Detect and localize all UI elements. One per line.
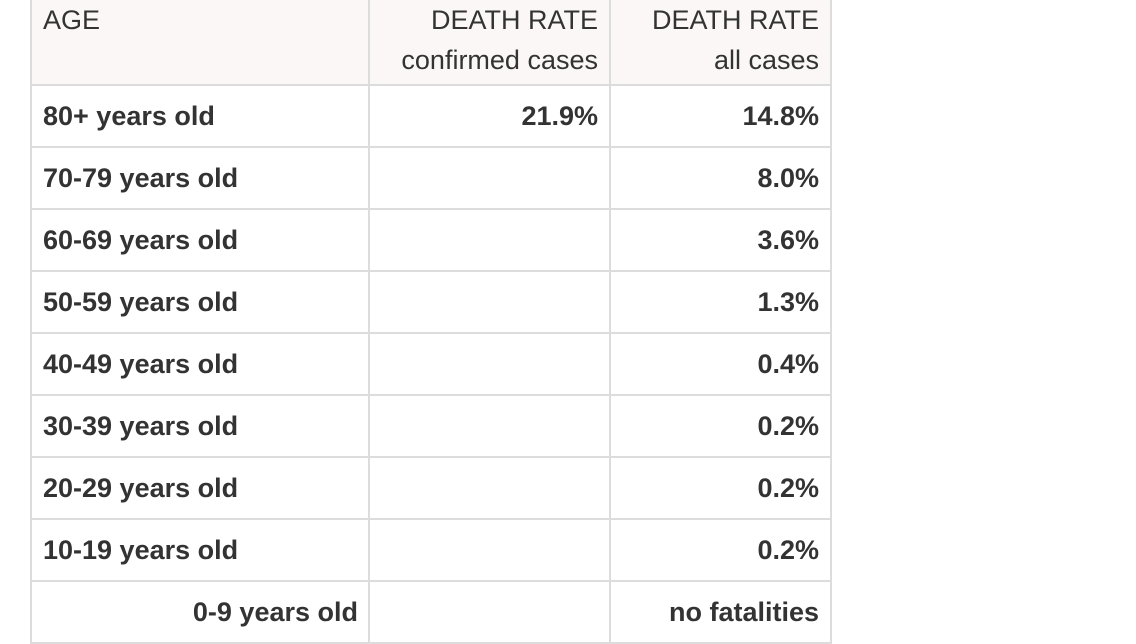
table-row: 10-19 years old 0.2%	[30, 518, 832, 582]
header-age-label: AGE	[43, 5, 101, 35]
confirmed-rate-cell	[368, 394, 611, 458]
confirmed-rate-cell	[368, 518, 611, 582]
header-death-rate-all: DEATH RATE all cases	[609, 0, 832, 86]
table-row: 40-49 years old 0.4%	[30, 332, 832, 396]
confirmed-rate-cell	[368, 332, 611, 396]
table-row: 50-59 years old 1.3%	[30, 270, 832, 334]
all-rate-cell: 0.2%	[609, 456, 832, 520]
age-cell: 50-59 years old	[30, 270, 370, 334]
header-all-line1: DEATH RATE	[651, 5, 819, 35]
age-cell: 60-69 years old	[30, 208, 370, 272]
confirmed-rate-cell	[368, 208, 611, 272]
death-rate-table: AGE DEATH RATE confirmed cases DEATH RAT…	[30, 0, 832, 644]
all-rate-cell: 0.2%	[609, 518, 832, 582]
age-cell: 70-79 years old	[30, 146, 370, 210]
confirmed-rate-cell: 21.9%	[368, 84, 611, 148]
age-cell: 20-29 years old	[30, 456, 370, 520]
header-confirmed-line2: confirmed cases	[401, 45, 598, 75]
all-rate-cell: 3.6%	[609, 208, 832, 272]
age-cell: 10-19 years old	[30, 518, 370, 582]
age-cell: 80+ years old	[30, 84, 370, 148]
confirmed-rate-cell	[368, 270, 611, 334]
header-all-line2: all cases	[713, 45, 819, 75]
table-row: 20-29 years old 0.2%	[30, 456, 832, 520]
all-rate-cell: 8.0%	[609, 146, 832, 210]
age-cell: 30-39 years old	[30, 394, 370, 458]
header-age: AGE	[30, 0, 370, 86]
header-confirmed-line1: DEATH RATE	[430, 5, 598, 35]
all-rate-cell: 14.8%	[609, 84, 832, 148]
header-death-rate-confirmed: DEATH RATE confirmed cases	[368, 0, 611, 86]
all-rate-cell: 1.3%	[609, 270, 832, 334]
age-cell: 0-9 years old	[30, 580, 370, 644]
table-row: 30-39 years old 0.2%	[30, 394, 832, 458]
confirmed-rate-cell	[368, 146, 611, 210]
table-row: 60-69 years old 3.6%	[30, 208, 832, 272]
age-cell: 40-49 years old	[30, 332, 370, 396]
all-rate-cell: 0.2%	[609, 394, 832, 458]
all-rate-cell: no fatalities	[609, 580, 832, 644]
confirmed-rate-cell	[368, 456, 611, 520]
table-header-row: AGE DEATH RATE confirmed cases DEATH RAT…	[30, 0, 832, 86]
all-rate-cell: 0.4%	[609, 332, 832, 396]
table-row: 70-79 years old 8.0%	[30, 146, 832, 210]
table-row: 80+ years old 21.9% 14.8%	[30, 84, 832, 148]
confirmed-rate-cell	[368, 580, 611, 644]
table-row: 0-9 years old no fatalities	[30, 580, 832, 644]
